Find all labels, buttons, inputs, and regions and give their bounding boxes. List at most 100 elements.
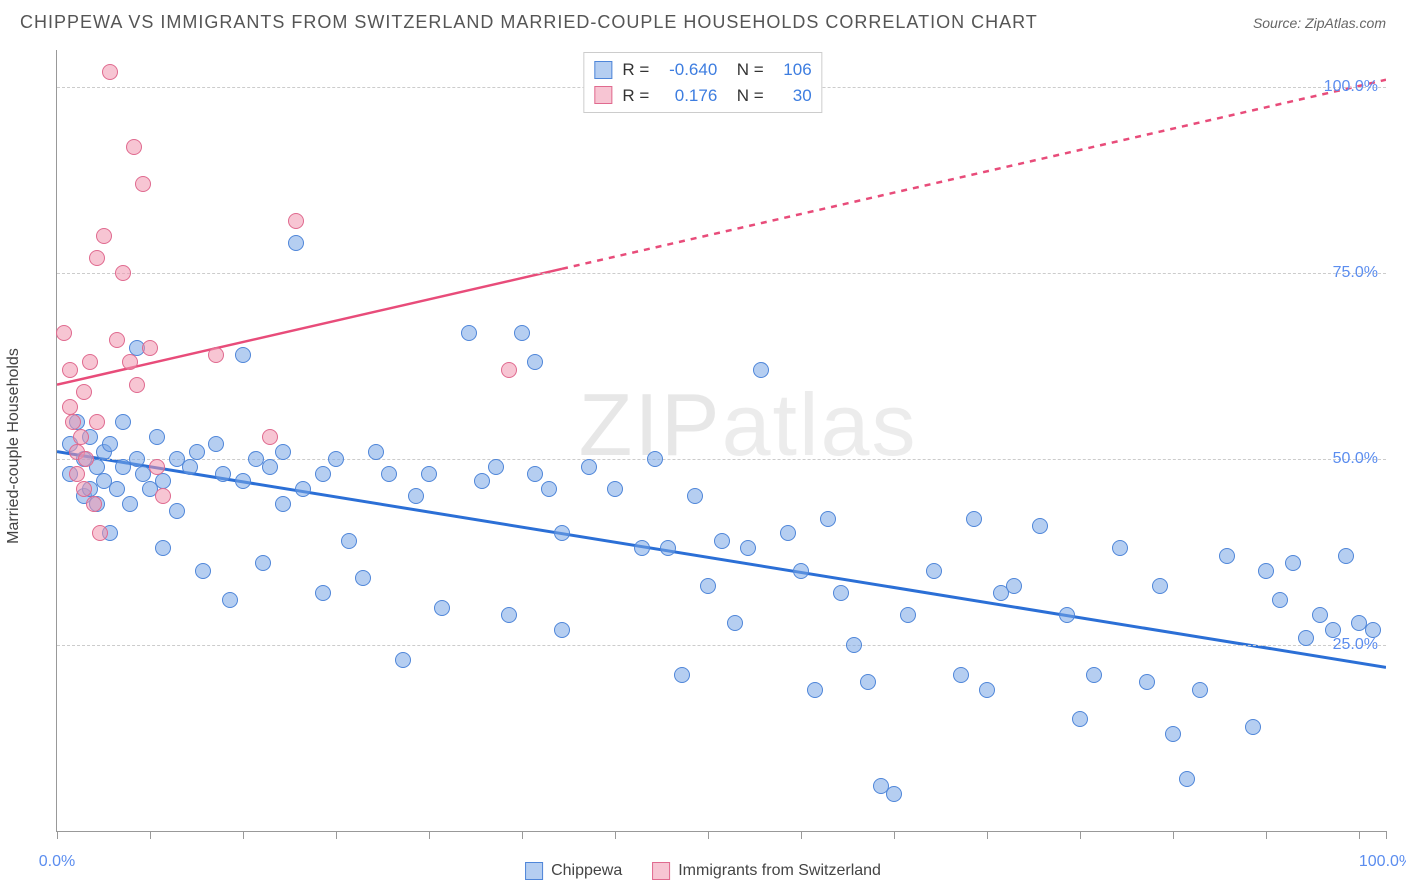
legend-swatch <box>594 86 612 104</box>
data-point <box>78 451 94 467</box>
x-tick <box>1266 831 1267 839</box>
data-point <box>115 414 131 430</box>
data-point <box>355 570 371 586</box>
data-point <box>142 340 158 356</box>
legend-label: Immigrants from Switzerland <box>678 862 881 880</box>
data-point <box>1258 563 1274 579</box>
stats-row: R =0.176 N =30 <box>594 83 811 109</box>
data-point <box>96 228 112 244</box>
data-point <box>554 622 570 638</box>
data-point <box>1298 630 1314 646</box>
chart-area: ZIPatlas 25.0%50.0%75.0%100.0%0.0%100.0% <box>56 50 1386 832</box>
legend-swatch <box>594 61 612 79</box>
data-point <box>368 444 384 460</box>
data-point <box>122 354 138 370</box>
data-point <box>155 488 171 504</box>
stats-row: R =-0.640 N =106 <box>594 57 811 83</box>
data-point <box>328 451 344 467</box>
data-point <box>634 540 650 556</box>
data-point <box>1325 622 1341 638</box>
data-point <box>846 637 862 653</box>
data-point <box>82 354 98 370</box>
n-label: N = <box>727 57 763 83</box>
r-label: R = <box>622 57 649 83</box>
stats-legend-box: R =-0.640 N =106R =0.176 N =30 <box>583 52 822 113</box>
data-point <box>149 429 165 445</box>
y-tick-label: 50.0% <box>1333 450 1378 468</box>
data-point <box>514 325 530 341</box>
x-tick <box>150 831 151 839</box>
data-point <box>434 600 450 616</box>
data-point <box>208 347 224 363</box>
data-point <box>1179 771 1195 787</box>
data-point <box>674 667 690 683</box>
trend-lines-svg <box>57 50 1386 831</box>
y-tick-label: 25.0% <box>1333 636 1378 654</box>
data-point <box>155 540 171 556</box>
data-point <box>687 488 703 504</box>
data-point <box>275 444 291 460</box>
data-point <box>109 332 125 348</box>
x-legend: Chippewa Immigrants from Switzerland <box>525 862 881 880</box>
watermark: ZIPatlas <box>579 374 918 476</box>
r-value: 0.176 <box>659 83 717 109</box>
x-tick <box>336 831 337 839</box>
data-point <box>109 481 125 497</box>
data-point <box>660 540 676 556</box>
data-point <box>86 496 102 512</box>
x-tick <box>57 831 58 839</box>
data-point <box>76 481 92 497</box>
data-point <box>288 213 304 229</box>
x-tick <box>1080 831 1081 839</box>
data-point <box>129 377 145 393</box>
data-point <box>1192 682 1208 698</box>
data-point <box>73 429 89 445</box>
data-point <box>315 585 331 601</box>
x-tick <box>429 831 430 839</box>
data-point <box>395 652 411 668</box>
data-point <box>714 533 730 549</box>
data-point <box>700 578 716 594</box>
data-point <box>1219 548 1235 564</box>
data-point <box>255 555 271 571</box>
n-value: 106 <box>774 57 812 83</box>
data-point <box>488 459 504 475</box>
data-point <box>820 511 836 527</box>
data-point <box>1086 667 1102 683</box>
data-point <box>833 585 849 601</box>
data-point <box>169 503 185 519</box>
data-point <box>780 525 796 541</box>
data-point <box>262 429 278 445</box>
data-point <box>182 459 198 475</box>
data-point <box>740 540 756 556</box>
data-point <box>966 511 982 527</box>
data-point <box>89 250 105 266</box>
data-point <box>288 235 304 251</box>
data-point <box>89 414 105 430</box>
data-point <box>122 496 138 512</box>
data-point <box>62 362 78 378</box>
data-point <box>860 674 876 690</box>
gridline <box>57 645 1386 646</box>
data-point <box>235 473 251 489</box>
x-tick-label: 0.0% <box>39 853 75 871</box>
data-point <box>76 384 92 400</box>
data-point <box>807 682 823 698</box>
y-tick-label: 75.0% <box>1333 264 1378 282</box>
data-point <box>421 466 437 482</box>
legend-label: Chippewa <box>551 862 622 880</box>
data-point <box>62 399 78 415</box>
x-tick-label: 100.0% <box>1359 853 1406 871</box>
chart-title: CHIPPEWA VS IMMIGRANTS FROM SWITZERLAND … <box>20 12 1038 33</box>
data-point <box>408 488 424 504</box>
data-point <box>1312 607 1328 623</box>
data-point <box>69 466 85 482</box>
data-point <box>102 64 118 80</box>
data-point <box>527 466 543 482</box>
x-tick <box>708 831 709 839</box>
data-point <box>102 436 118 452</box>
data-point <box>235 347 251 363</box>
data-point <box>1059 607 1075 623</box>
data-point <box>501 362 517 378</box>
y-tick-label: 100.0% <box>1324 78 1378 96</box>
